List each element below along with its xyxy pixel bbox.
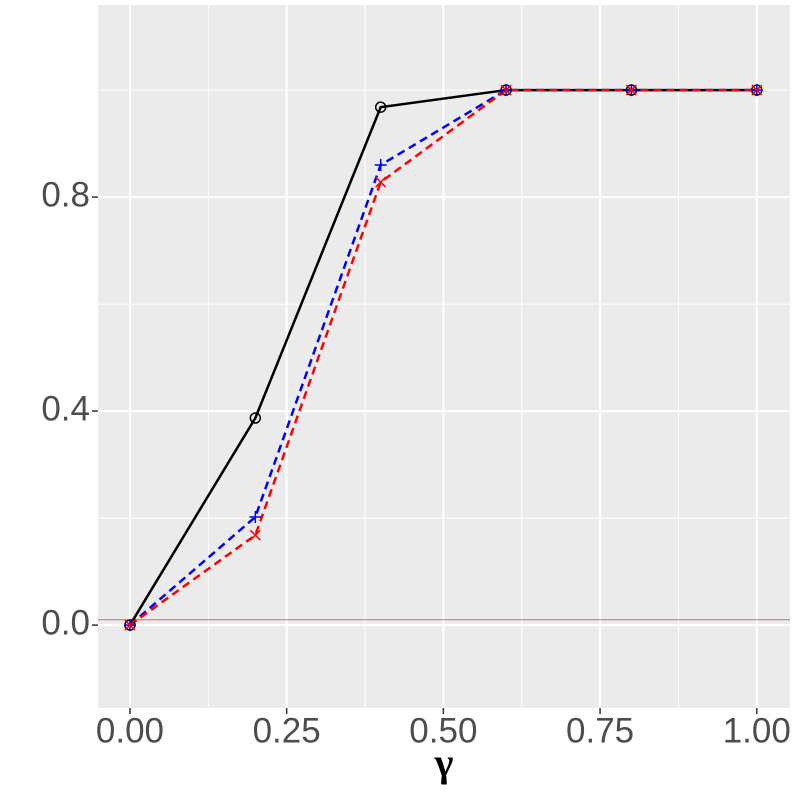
marker bbox=[375, 176, 387, 188]
x-tick-label: 0.25 bbox=[253, 711, 321, 750]
series-line bbox=[128, 88, 757, 626]
marker bbox=[249, 412, 262, 424]
marker bbox=[500, 84, 512, 96]
marker bbox=[625, 84, 637, 96]
marker bbox=[374, 158, 387, 171]
y-tick-label: 0.4 bbox=[41, 389, 90, 428]
marker bbox=[751, 84, 763, 96]
x-tick-label: 0.00 bbox=[96, 711, 164, 750]
x-axis-label: γ bbox=[434, 740, 454, 785]
x-tick-label: 0.50 bbox=[409, 711, 477, 750]
x-tick-label: 1.00 bbox=[723, 711, 791, 750]
marker bbox=[124, 619, 136, 631]
y-tick-label: 0.0 bbox=[41, 603, 90, 642]
marker bbox=[249, 529, 261, 541]
y-tick-label: 0.8 bbox=[41, 175, 90, 214]
x-tick-label: 0.75 bbox=[566, 711, 634, 750]
series-line bbox=[129, 88, 757, 627]
marker bbox=[374, 101, 387, 113]
marker bbox=[249, 511, 262, 524]
